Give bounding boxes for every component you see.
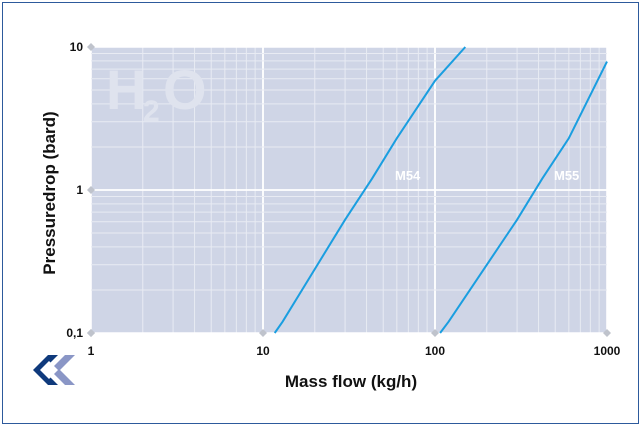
tick-labels: 1 10 100 1000 0,1 1 10 <box>66 40 620 358</box>
x-tick-marker <box>259 329 267 337</box>
pressure-drop-chart: H 2 O M54 M55 1 10 100 1000 0,1 1 10 Mass flow … <box>33 40 621 391</box>
x-tick-label: 1000 <box>594 344 621 358</box>
series-label-m55: M55 <box>554 168 579 183</box>
y-tick-label: 0,1 <box>66 326 83 340</box>
figure-frame: H 2 O M54 M55 1 10 100 1000 0,1 1 10 Mass flow … <box>2 2 639 424</box>
series-line-m55 <box>439 61 608 334</box>
y-tick-label: 10 <box>70 40 84 54</box>
y-tick-marker <box>87 186 95 194</box>
watermark: H 2 O <box>106 58 207 128</box>
series-line-m54 <box>273 46 467 334</box>
double-chevron-logo-icon <box>33 355 75 385</box>
x-tick-label: 100 <box>425 344 445 358</box>
y-tick-marker <box>87 43 95 51</box>
watermark-h: H <box>106 58 146 121</box>
x-tick-marker <box>431 329 439 337</box>
x-tick-marker <box>603 329 611 337</box>
watermark-o: O <box>163 58 207 121</box>
grid-lines <box>90 46 608 334</box>
series-layer: M54 M55 <box>273 46 608 334</box>
watermark-subscript: 2 <box>143 95 160 128</box>
y-tick-marker <box>87 329 95 337</box>
x-tick-label: 10 <box>256 344 270 358</box>
y-tick-label: 1 <box>76 183 83 197</box>
y-axis-title: Pressuredrop (bard) <box>40 111 59 274</box>
x-axis-title: Mass flow (kg/h) <box>285 372 417 391</box>
series-label-m54: M54 <box>395 168 421 183</box>
x-tick-label: 1 <box>88 344 95 358</box>
